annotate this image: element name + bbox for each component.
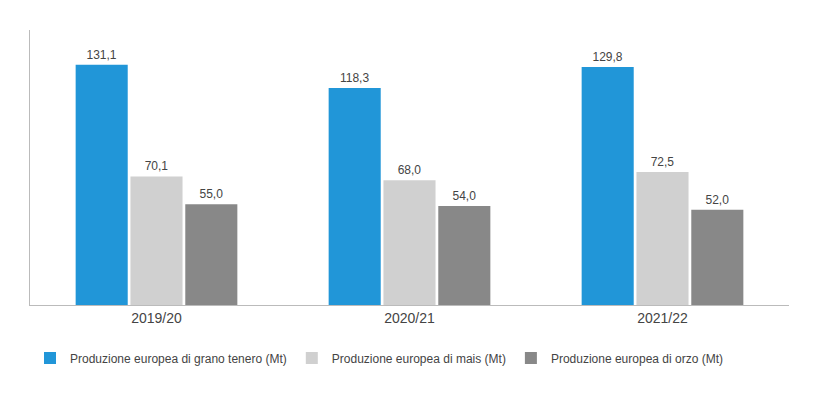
svg-text:55,0: 55,0 <box>199 187 223 201</box>
svg-text:131,1: 131,1 <box>87 48 117 62</box>
svg-text:2020/21: 2020/21 <box>384 310 435 326</box>
svg-text:Produzione europea di mais (Mt: Produzione europea di mais (Mt) <box>332 352 506 366</box>
svg-text:54,0: 54,0 <box>452 189 476 203</box>
svg-text:70,1: 70,1 <box>145 159 169 173</box>
svg-text:2021/22: 2021/22 <box>637 310 688 326</box>
svg-text:129,8: 129,8 <box>593 50 623 64</box>
svg-text:118,3: 118,3 <box>340 71 369 85</box>
svg-text:Produzione europea di grano te: Produzione europea di grano tenero (Mt) <box>70 352 287 366</box>
svg-text:Produzione europea di orzo (Mt: Produzione europea di orzo (Mt) <box>551 352 723 366</box>
svg-text:68,0: 68,0 <box>398 163 422 177</box>
svg-text:2019/20: 2019/20 <box>131 310 182 326</box>
svg-text:72,5: 72,5 <box>651 155 675 169</box>
svg-text:52,0: 52,0 <box>705 193 729 207</box>
